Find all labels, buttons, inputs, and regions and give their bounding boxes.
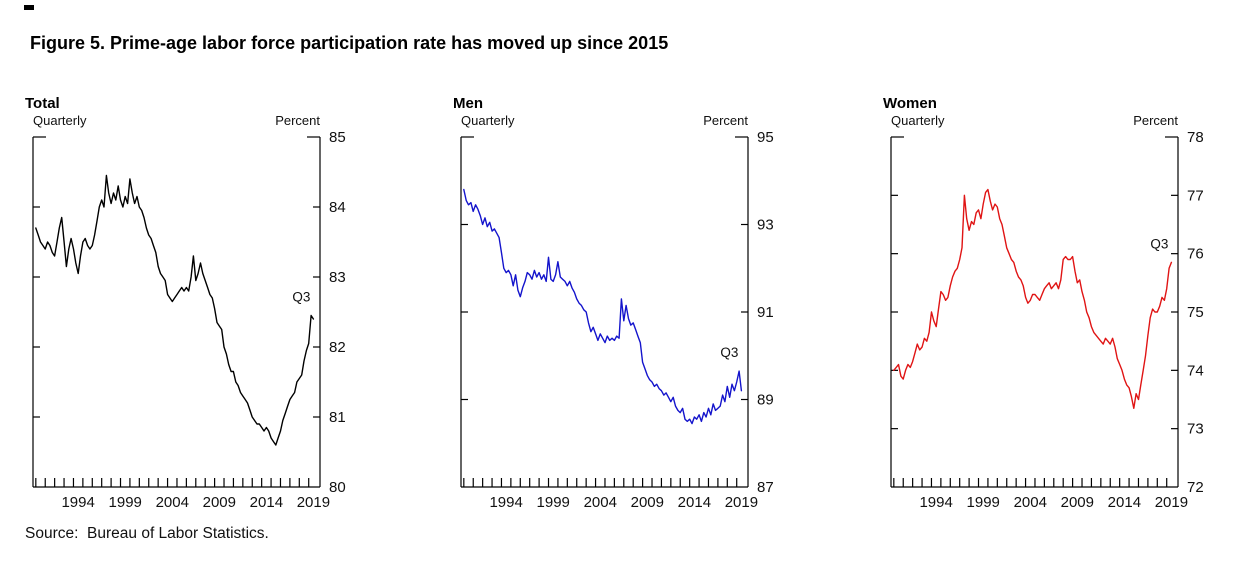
panel-title: Women bbox=[883, 95, 937, 112]
panel-women: Women Quarterly Percent 72 73 74 75 76 77 78 19… bbox=[883, 96, 1243, 526]
svg-text:75: 75 bbox=[1187, 304, 1204, 321]
svg-text:2009: 2009 bbox=[631, 494, 664, 511]
panel-title: Total bbox=[25, 95, 60, 112]
frequency-label: Quarterly bbox=[33, 113, 87, 128]
svg-text:Q3: Q3 bbox=[292, 290, 310, 305]
svg-text:84: 84 bbox=[329, 199, 346, 216]
svg-text:2019: 2019 bbox=[1155, 494, 1188, 511]
panel-subtitle-row: Quarterly Percent bbox=[461, 114, 748, 128]
svg-text:Q3: Q3 bbox=[720, 345, 738, 360]
svg-text:1999: 1999 bbox=[537, 494, 570, 511]
frequency-label: Quarterly bbox=[461, 113, 515, 128]
svg-text:78: 78 bbox=[1187, 129, 1204, 146]
svg-text:2019: 2019 bbox=[297, 494, 330, 511]
source-note: Source: Bureau of Labor Statistics. bbox=[25, 525, 269, 542]
total-line-chart: 80 81 82 83 84 85 1994 1999 2004 2009 2014 2019 Q3 bbox=[32, 129, 346, 511]
unit-label: Percent bbox=[1133, 113, 1178, 128]
svg-text:2009: 2009 bbox=[1061, 494, 1094, 511]
panel-total: Total Quarterly Percent 80 81 82 83 84 85 1994… bbox=[25, 96, 385, 526]
svg-text:2004: 2004 bbox=[584, 494, 617, 511]
panel-men: Men Quarterly Percent 87 89 91 93 95 1994 1999… bbox=[453, 96, 813, 526]
svg-text:72: 72 bbox=[1187, 479, 1204, 496]
panel-title: Men bbox=[453, 95, 483, 112]
page-corner-dash bbox=[24, 5, 34, 10]
svg-text:1994: 1994 bbox=[61, 494, 94, 511]
svg-text:2014: 2014 bbox=[250, 494, 283, 511]
panel-subtitle-row: Quarterly Percent bbox=[891, 114, 1178, 128]
svg-text:80: 80 bbox=[329, 479, 346, 496]
figure-title: Figure 5. Prime-age labor force particip… bbox=[30, 33, 669, 53]
svg-text:91: 91 bbox=[757, 304, 774, 321]
svg-text:1999: 1999 bbox=[109, 494, 142, 511]
svg-text:89: 89 bbox=[757, 392, 774, 409]
svg-text:2009: 2009 bbox=[203, 494, 236, 511]
svg-text:73: 73 bbox=[1187, 421, 1204, 438]
panel-subtitle-row: Quarterly Percent bbox=[33, 114, 320, 128]
unit-label: Percent bbox=[703, 113, 748, 128]
svg-text:2014: 2014 bbox=[1108, 494, 1141, 511]
svg-text:2019: 2019 bbox=[725, 494, 758, 511]
frequency-label: Quarterly bbox=[891, 113, 945, 128]
svg-text:1999: 1999 bbox=[967, 494, 1000, 511]
svg-text:93: 93 bbox=[757, 217, 774, 234]
svg-text:74: 74 bbox=[1187, 362, 1204, 379]
svg-text:85: 85 bbox=[329, 129, 346, 146]
svg-text:2004: 2004 bbox=[156, 494, 189, 511]
svg-text:87: 87 bbox=[757, 479, 774, 496]
svg-text:2004: 2004 bbox=[1014, 494, 1047, 511]
svg-text:Q3: Q3 bbox=[1150, 236, 1168, 251]
svg-text:1994: 1994 bbox=[489, 494, 522, 511]
men-line-chart: 87 89 91 93 95 1994 1999 2004 2009 2014 2019 Q3 bbox=[460, 129, 774, 511]
women-line-chart: 72 73 74 75 76 77 78 1994 1999 2004 2009 2014 2019 Q3 bbox=[890, 129, 1204, 511]
svg-text:2014: 2014 bbox=[678, 494, 711, 511]
svg-text:76: 76 bbox=[1187, 246, 1204, 263]
svg-text:1994: 1994 bbox=[919, 494, 952, 511]
svg-text:83: 83 bbox=[329, 269, 346, 286]
unit-label: Percent bbox=[275, 113, 320, 128]
svg-text:81: 81 bbox=[329, 409, 346, 426]
svg-text:95: 95 bbox=[757, 129, 774, 146]
svg-text:77: 77 bbox=[1187, 187, 1204, 204]
svg-text:82: 82 bbox=[329, 339, 346, 356]
